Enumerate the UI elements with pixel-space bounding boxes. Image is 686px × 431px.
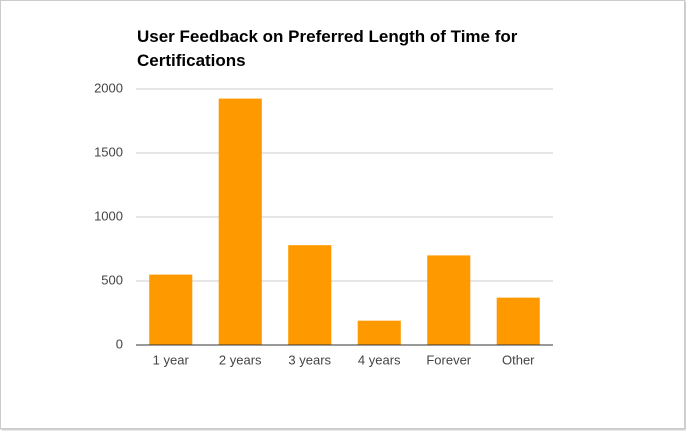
bar [427,255,471,345]
x-tick-label: 3 years [288,352,331,367]
y-tick-label: 500 [101,272,123,287]
bar [149,274,193,345]
x-tick-label: 2 years [219,352,262,367]
x-tick-label: Other [502,352,535,367]
bar [496,297,540,345]
y-tick-label: 0 [116,336,123,351]
bar [288,245,332,345]
chart-title: User Feedback on Preferred Length of Tim… [137,27,518,70]
y-tick-label: 1000 [94,208,123,223]
y-tick-label: 1500 [94,144,123,159]
y-tick-label: 2000 [94,80,123,95]
x-tick-label: 1 year [153,352,190,367]
bar [357,320,401,345]
x-tick-label: 4 years [358,352,401,367]
x-tick-label: Forever [426,352,471,367]
bar [218,98,262,345]
